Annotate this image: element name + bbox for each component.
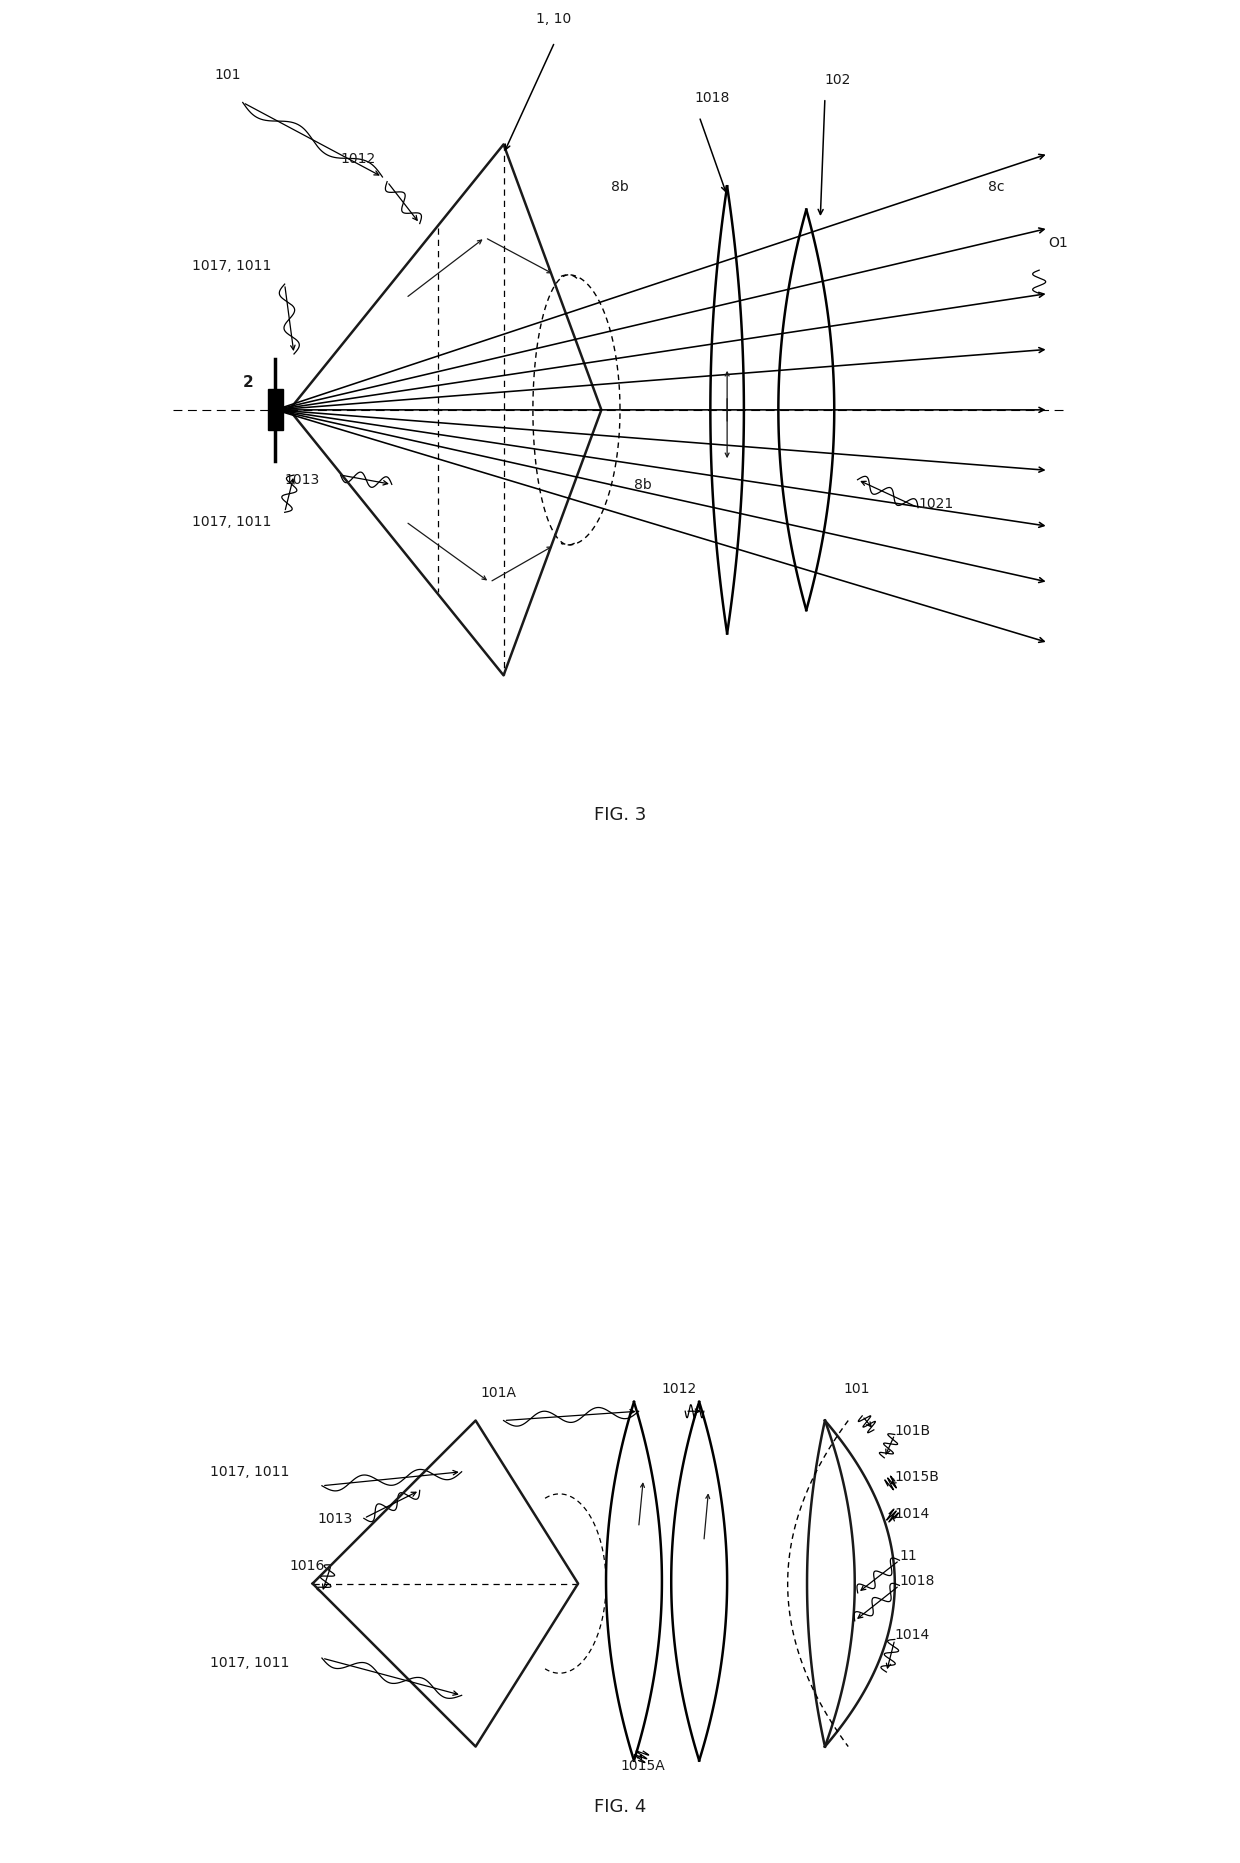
Text: 1017, 1011: 1017, 1011 <box>210 1656 289 1671</box>
Text: 1018: 1018 <box>694 91 730 106</box>
Text: 101: 101 <box>843 1382 870 1395</box>
Text: 1014: 1014 <box>895 1507 930 1522</box>
Text: 1, 10: 1, 10 <box>536 13 572 26</box>
Text: 1015A: 1015A <box>620 1759 665 1774</box>
Text: 1015B: 1015B <box>895 1470 940 1485</box>
Text: FIG. 3: FIG. 3 <box>594 805 646 823</box>
Text: 2: 2 <box>243 374 253 389</box>
Text: 1013: 1013 <box>317 1513 352 1526</box>
Text: 1012: 1012 <box>341 153 376 166</box>
Text: 8b: 8b <box>634 479 652 492</box>
Text: 1021: 1021 <box>918 497 954 510</box>
Text: 101A: 101A <box>480 1386 516 1401</box>
Text: FIG. 4: FIG. 4 <box>594 1798 646 1816</box>
Text: 8c: 8c <box>988 181 1004 194</box>
Text: 1012: 1012 <box>662 1382 697 1395</box>
Text: 101: 101 <box>215 69 242 82</box>
Text: 101B: 101B <box>895 1423 931 1438</box>
Text: 1014: 1014 <box>895 1628 930 1643</box>
Text: 1017, 1011: 1017, 1011 <box>191 516 270 529</box>
Text: O1: O1 <box>1049 237 1068 250</box>
Text: 1017, 1011: 1017, 1011 <box>210 1466 289 1479</box>
Bar <box>268 389 283 430</box>
Text: 1016: 1016 <box>289 1559 325 1572</box>
Text: 1013: 1013 <box>285 473 320 488</box>
Text: 11: 11 <box>899 1550 918 1563</box>
Text: 1017, 1011: 1017, 1011 <box>191 259 270 274</box>
Text: 8b: 8b <box>610 181 629 194</box>
Text: 102: 102 <box>825 73 852 88</box>
Text: 1018: 1018 <box>899 1574 935 1589</box>
